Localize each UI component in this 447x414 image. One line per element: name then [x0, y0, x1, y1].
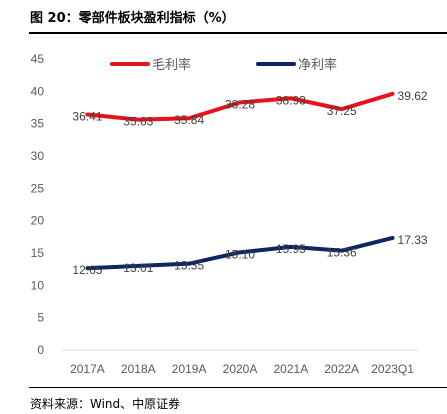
- legend-label: 净利率: [298, 57, 337, 73]
- y-tick-label: 20: [31, 214, 45, 228]
- data-label: 39.62: [398, 89, 428, 103]
- top-rule: [29, 32, 447, 34]
- y-tick-label: 5: [37, 311, 44, 325]
- series-line-2: [85, 235, 395, 271]
- x-tick-label: 2020A: [223, 362, 258, 376]
- legend: 毛利率 净利率: [110, 57, 337, 73]
- x-tick-label: 2021A: [274, 362, 309, 376]
- data-label: 36.41: [72, 110, 102, 124]
- y-tick-label: 40: [31, 84, 45, 98]
- x-tick-label: 2018A: [121, 362, 156, 376]
- legend-label: 毛利率: [152, 57, 191, 73]
- series-layer: 36.41 35.63 35.84 38.28 38.93 37.25 39.62 12.65…: [72, 89, 427, 277]
- y-tick-label: 30: [31, 149, 45, 163]
- x-tick-label: 2017A: [70, 362, 105, 376]
- data-label: 13.01: [123, 261, 153, 275]
- data-label: 15.10: [225, 247, 255, 261]
- source-note: 资料来源：Wind、中原证券: [30, 397, 181, 411]
- x-tick-label: 2019A: [172, 362, 207, 376]
- y-tick-label: 25: [31, 181, 45, 195]
- data-label: 35.84: [174, 113, 204, 127]
- y-tick-label: 0: [37, 343, 44, 357]
- y-tick-label: 10: [31, 278, 45, 292]
- bottom-rule: [29, 387, 447, 388]
- data-label: 38.93: [276, 93, 306, 107]
- x-axis: 2017A 2018A 2019A 2020A 2021A 2022A 2023Q1: [62, 349, 418, 376]
- data-label: 15.36: [327, 246, 357, 260]
- y-tick-label: 15: [31, 246, 45, 260]
- y-tick-label: 45: [31, 52, 45, 66]
- x-tick-label: 2022A: [324, 362, 359, 376]
- data-label: 35.63: [123, 115, 153, 129]
- y-tick-label: 35: [31, 117, 45, 131]
- data-label: 15.95: [276, 242, 306, 256]
- x-tick-label: 2023Q1: [371, 362, 414, 376]
- data-label: 13.35: [174, 259, 204, 273]
- series-line-1: [85, 91, 395, 122]
- data-label: 38.28: [225, 97, 255, 111]
- figure-title: 图 20：零部件板块盈利指标（%）: [30, 11, 235, 26]
- data-label: 37.25: [327, 104, 357, 118]
- data-label: 17.33: [398, 233, 428, 247]
- data-label: 12.65: [72, 263, 102, 277]
- y-axis: 0 5 10 15 20 25 30 35 40 45: [31, 52, 45, 357]
